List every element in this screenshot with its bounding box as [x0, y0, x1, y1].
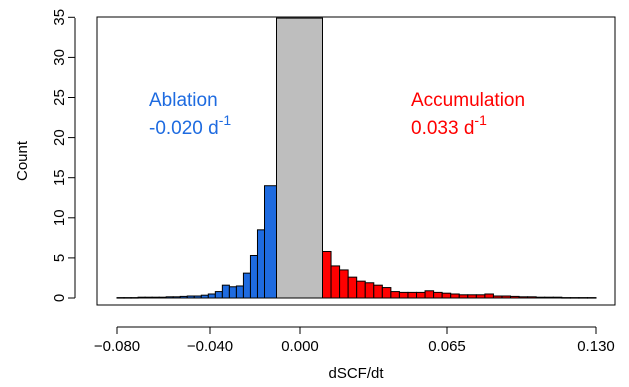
bar-accumulation-1	[330, 265, 341, 299]
bar-ablation-12	[200, 294, 209, 299]
bar-accumulation-5	[364, 282, 375, 299]
annotation-accumulation-exponent: -1	[474, 112, 487, 128]
x-axis-title: dSCF/dt	[328, 365, 384, 382]
bar-ablation-1	[123, 297, 132, 299]
bar-accumulation-30	[578, 297, 588, 299]
bar-ablation-13	[207, 293, 216, 299]
bar-accumulation-25	[535, 296, 546, 299]
y-tick-label: 5	[51, 254, 68, 262]
bar-accumulation-28	[561, 297, 571, 299]
bar-accumulation-16	[458, 294, 469, 299]
bar-ablation-21	[264, 185, 277, 299]
x-tick-label: −0.080	[94, 338, 140, 355]
y-tick-label: 35	[51, 9, 68, 26]
bar-ablation-14	[214, 291, 223, 299]
bar-accumulation-18	[475, 294, 486, 299]
annotation-accumulation-label: Accumulation	[411, 90, 525, 111]
bar-ablation-18	[242, 272, 251, 299]
annotation-ablation-label: Ablation	[149, 90, 218, 111]
bar-ablation-11	[193, 295, 202, 299]
y-tick-label: 0	[51, 294, 68, 302]
bar-accumulation-0	[322, 250, 332, 299]
bar-accumulation-7	[381, 287, 392, 299]
bar-ablation-20	[256, 229, 266, 299]
bar-accumulation-22	[510, 295, 520, 299]
bar-accumulation-10	[407, 291, 418, 299]
y-tick-label: 30	[51, 49, 68, 66]
bar-ablation-3	[137, 296, 146, 299]
histogram-bars	[116, 17, 597, 299]
bar-accumulation-29	[569, 297, 580, 299]
bar-ablation-7	[165, 296, 174, 299]
x-tick-label: 0.065	[428, 338, 466, 355]
x-tick-label: 0.130	[577, 338, 615, 355]
bar-accumulation-27	[552, 296, 563, 299]
y-tick-label: 10	[51, 209, 68, 226]
bar-ablation-5	[151, 296, 160, 299]
bar-ablation-8	[172, 296, 181, 299]
bar-accumulation-2	[339, 269, 349, 299]
bar-accumulation-26	[544, 296, 554, 299]
y-tick-label: 20	[51, 129, 68, 146]
bar-accumulation-12	[424, 290, 435, 299]
bar-ablation-2	[130, 297, 139, 299]
bar-accumulation-9	[398, 291, 409, 299]
bar-accumulation-14	[441, 292, 452, 299]
bar-accumulation-13	[433, 291, 443, 299]
bar-accumulation-11	[416, 291, 426, 299]
bar-accumulation-23	[518, 296, 529, 299]
x-axis-ticks: −0.080 −0.040 0.000 0.065 0.130	[94, 327, 615, 355]
y-axis-title: Count	[14, 140, 31, 181]
bar-ablation-19	[249, 254, 258, 299]
bar-accumulation-24	[527, 296, 537, 299]
x-tick-label: 0.000	[281, 338, 319, 355]
bar-ablation-9	[179, 295, 188, 299]
annotation-ablation-exponent: -1	[219, 112, 232, 128]
annotation-ablation-rate: -0.020 d	[149, 118, 219, 139]
bar-ablation-4	[144, 296, 153, 299]
bar-accumulation-20	[492, 295, 503, 299]
bar-accumulation-19	[484, 293, 494, 299]
bar-ablation-6	[158, 296, 167, 299]
bar-ablation-15	[221, 284, 230, 299]
bar-stable-0	[276, 17, 323, 299]
x-tick-label: −0.040	[187, 338, 233, 355]
y-tick-label: 15	[51, 169, 68, 186]
annotation-ablation-value: -0.020 d-1	[149, 112, 231, 139]
bar-ablation-17	[235, 285, 244, 299]
bar-accumulation-6	[373, 284, 383, 299]
bar-accumulation-21	[501, 295, 512, 299]
plot-box	[96, 16, 616, 306]
y-tick-label: 25	[51, 89, 68, 106]
annotation-accumulation-rate: 0.033 d	[411, 118, 474, 139]
bar-ablation-10	[186, 295, 195, 299]
bar-ablation-0	[116, 297, 125, 299]
y-axis-ticks: 0 5 10 15 20 25 30 35	[51, 9, 75, 302]
bar-ablation-16	[228, 286, 237, 299]
bar-accumulation-8	[390, 291, 400, 299]
bar-accumulation-15	[450, 293, 460, 299]
annotation-accumulation-value: 0.033 d-1	[411, 112, 487, 139]
bar-accumulation-31	[586, 297, 597, 299]
bar-accumulation-4	[356, 280, 366, 299]
bar-accumulation-3	[347, 276, 358, 299]
bar-accumulation-17	[467, 294, 477, 299]
